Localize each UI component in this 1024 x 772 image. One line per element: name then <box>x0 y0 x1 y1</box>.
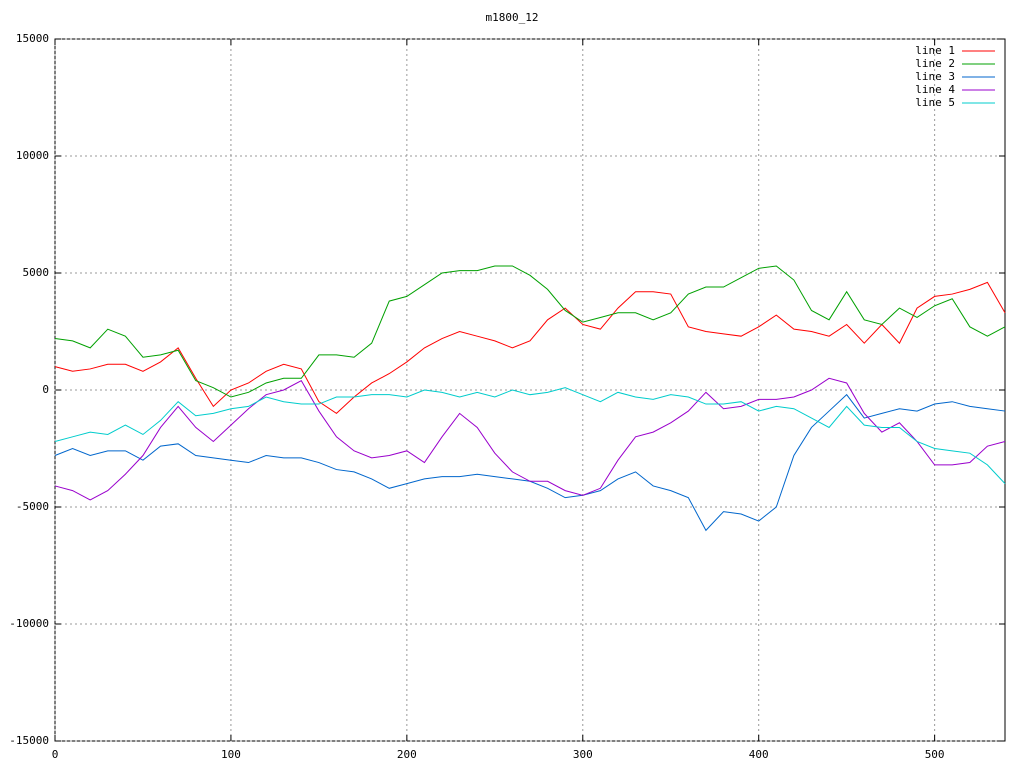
x-tick-label: 300 <box>573 748 593 761</box>
legend-label: line 5 <box>915 96 955 109</box>
y-tick-label: -5000 <box>16 500 49 513</box>
series-line <box>54 387 1006 484</box>
y-tick-label: 0 <box>42 383 49 396</box>
x-tick-label: 0 <box>52 748 59 761</box>
y-tick-label: -15000 <box>9 734 49 747</box>
y-tick-label: 10000 <box>16 149 49 162</box>
chart-title: m1800_12 <box>486 11 539 24</box>
legend-label: line 4 <box>915 83 955 96</box>
y-tick-label: 15000 <box>16 32 49 45</box>
series-line <box>54 281 1006 415</box>
x-tick-label: 200 <box>397 748 417 761</box>
series-line <box>54 265 1006 398</box>
series-line <box>54 377 1006 501</box>
x-tick-label: 400 <box>749 748 769 761</box>
legend-label: line 3 <box>915 70 955 83</box>
y-tick-label: 5000 <box>23 266 50 279</box>
x-tick-label: 500 <box>925 748 945 761</box>
legend-label: line 1 <box>915 44 955 57</box>
legend-label: line 2 <box>915 57 955 70</box>
y-tick-label: -10000 <box>9 617 49 630</box>
x-tick-label: 100 <box>221 748 241 761</box>
